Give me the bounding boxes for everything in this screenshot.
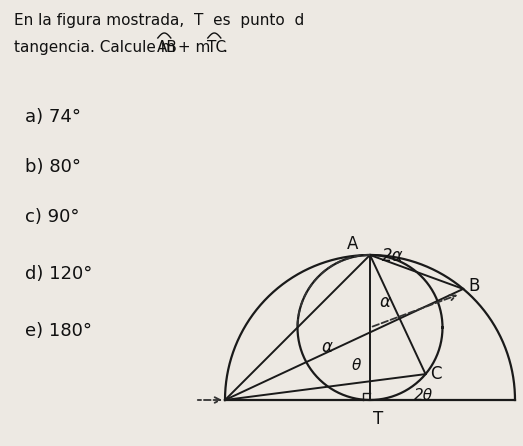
Text: b) 80°: b) 80°	[25, 158, 81, 176]
Text: B: B	[468, 277, 480, 295]
Text: En la figura mostrada,  T  es  punto  d: En la figura mostrada, T es punto d	[14, 13, 304, 28]
Text: + m: + m	[173, 40, 215, 55]
Text: tangencia. Calcule m: tangencia. Calcule m	[14, 40, 180, 55]
Text: d) 120°: d) 120°	[25, 265, 93, 283]
Text: T: T	[373, 410, 383, 428]
Text: θ: θ	[352, 358, 361, 373]
Text: α: α	[322, 338, 333, 355]
Text: a) 74°: a) 74°	[25, 108, 81, 126]
Text: AB: AB	[157, 40, 178, 55]
Text: A: A	[347, 235, 358, 253]
Text: e) 180°: e) 180°	[25, 322, 92, 340]
Text: 2θ: 2θ	[414, 388, 433, 403]
Text: TC: TC	[207, 40, 226, 55]
Text: .: .	[223, 40, 228, 55]
Text: 2α: 2α	[382, 247, 404, 265]
Text: c) 90°: c) 90°	[25, 208, 79, 226]
Text: α: α	[380, 293, 391, 311]
Text: C: C	[430, 365, 442, 383]
